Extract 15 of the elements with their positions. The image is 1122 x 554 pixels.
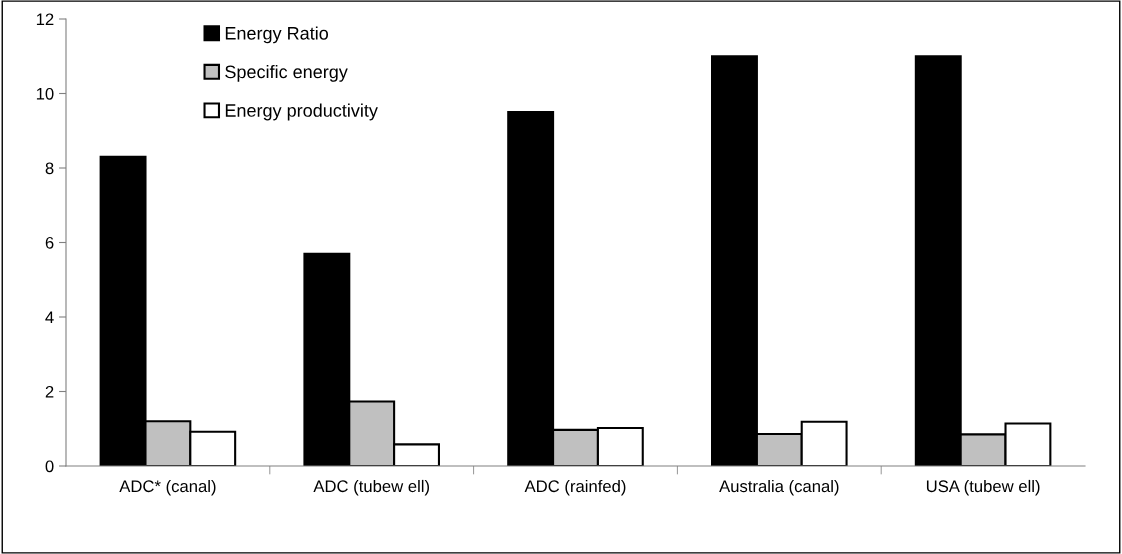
x-tick-label: Australia (canal): [719, 479, 839, 496]
y-tick-label: 4: [45, 311, 54, 324]
x-tick-label: ADC (rainfed): [524, 479, 626, 496]
legend-label: Specific energy: [225, 65, 348, 82]
y-tick-label: 8: [45, 162, 54, 175]
legend-label: Energy productivity: [225, 103, 378, 121]
y-tick-label: 10: [36, 87, 54, 100]
x-tick-label: USA (tubew ell): [926, 479, 1040, 496]
y-tick-label: 2: [45, 385, 54, 398]
x-tick-label: ADC (tubew ell): [313, 479, 430, 496]
x-tick-label: ADC* (canal): [119, 479, 216, 496]
y-tick-label: 6: [45, 236, 54, 249]
y-tick-label: 12: [36, 13, 54, 26]
y-tick-label: 0: [45, 460, 54, 473]
legend-label: Energy Ratio: [225, 26, 329, 44]
